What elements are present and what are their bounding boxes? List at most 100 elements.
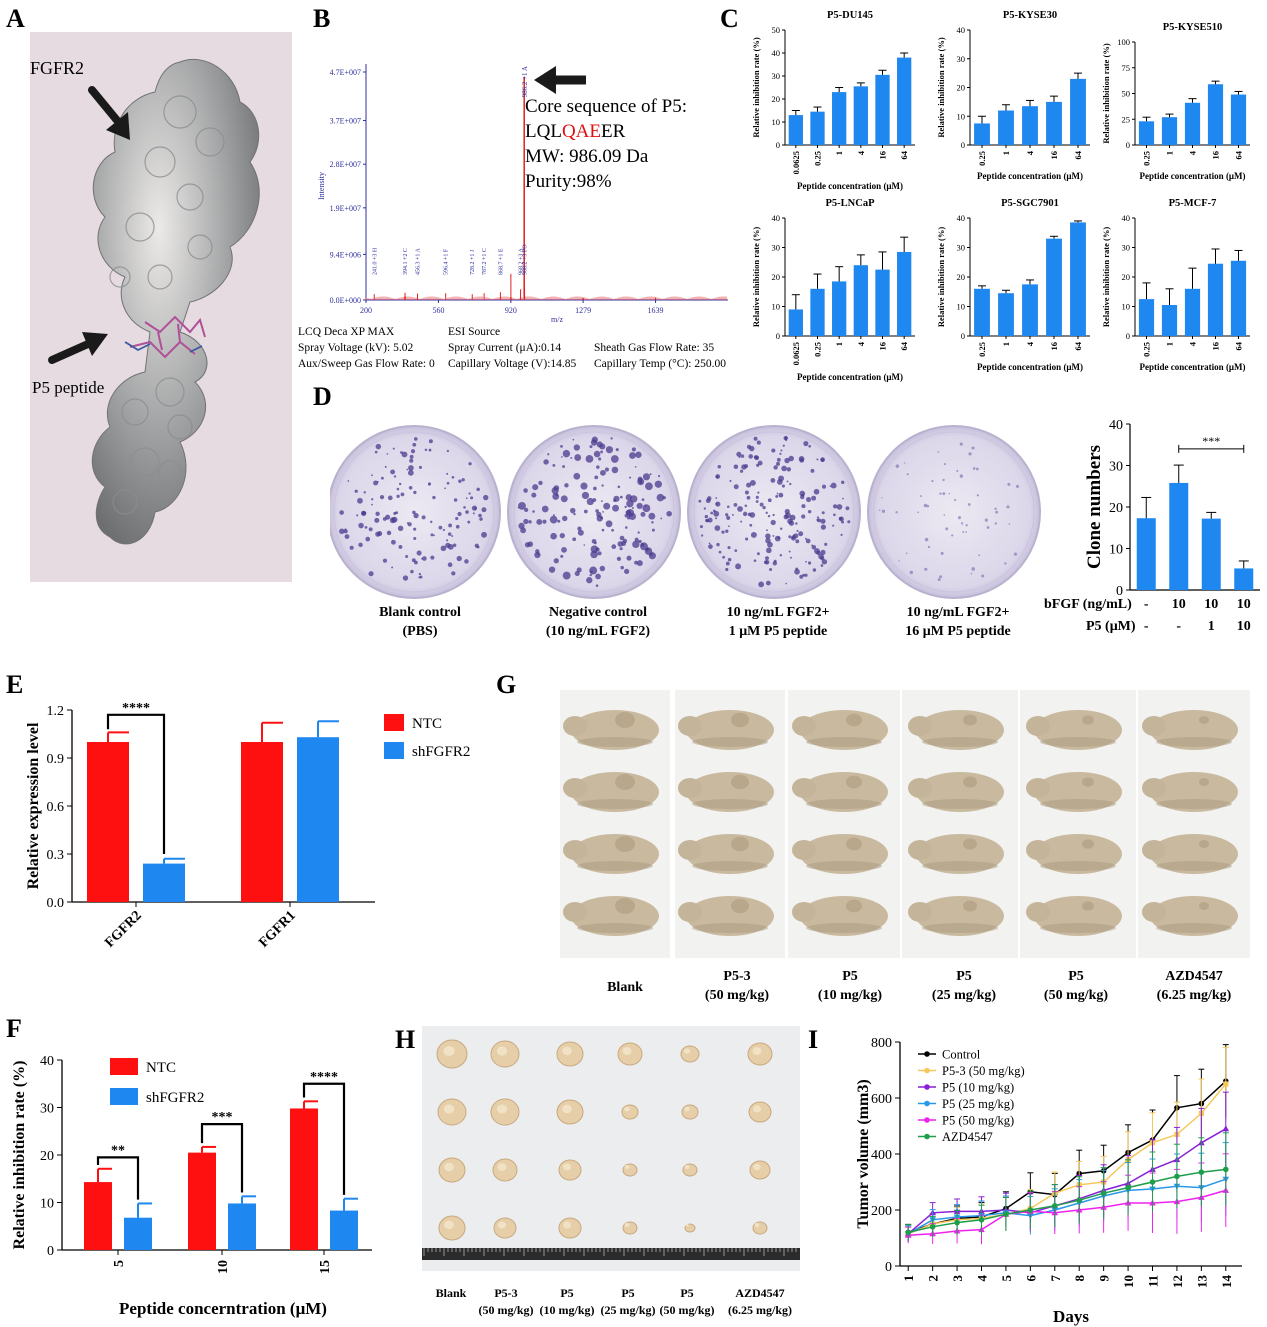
colony-dot: [795, 539, 800, 544]
mice-group-caption-line: P5: [1068, 969, 1084, 984]
i-y-tick-label: 0: [885, 1260, 892, 1275]
c-x-tick-label: 1: [834, 342, 844, 346]
colony-dot: [391, 539, 396, 545]
colony-dot: [820, 556, 825, 561]
colony-dot: [356, 514, 359, 517]
colony-dot: [368, 527, 373, 532]
colony-dot: [704, 514, 709, 519]
colony-dot: [648, 552, 656, 560]
colony-dot: [634, 537, 639, 542]
c-y-tick-label: 50: [772, 25, 781, 35]
tumor-highlight: [624, 1106, 630, 1112]
colony-dot: [816, 550, 821, 556]
mouse-head: [908, 778, 932, 798]
colony-dot: [442, 528, 445, 532]
colony-dot: [478, 513, 482, 518]
colony-dot: [994, 507, 997, 511]
colony-dot: [820, 549, 826, 555]
b-noise: [365, 296, 727, 300]
ruler-bar: [422, 1248, 800, 1260]
colony-dot: [758, 581, 765, 588]
c-y-tick-label: 20: [957, 272, 966, 282]
colony-dot: [446, 481, 450, 485]
mouse-tumor: [846, 713, 862, 727]
plate-caption: 10 ng/mL FGF2+ 16 μM P5 peptide: [848, 603, 1068, 641]
mouse-shadow: [692, 923, 768, 933]
colony-dot: [742, 511, 748, 517]
tumor-highlight: [624, 1222, 630, 1228]
colony-dot: [654, 480, 662, 488]
colony-dot: [779, 527, 783, 530]
colony-dot: [769, 568, 773, 572]
colony-dot: [408, 465, 414, 471]
colony-dot: [532, 510, 535, 513]
colony-dot: [538, 480, 543, 486]
colony-dot: [476, 487, 480, 492]
d-y-tick-label: 10: [1109, 543, 1123, 558]
colony-dot: [570, 457, 573, 459]
e-bar: [241, 742, 283, 902]
colony-dot: [562, 465, 565, 468]
colony-dot: [564, 483, 569, 488]
c-bar: [1230, 94, 1247, 145]
colony-dot: [766, 529, 768, 532]
mouse-tumor: [731, 898, 749, 914]
colony-dot: [583, 509, 588, 514]
colony-dot: [986, 526, 990, 529]
colony-dot: [600, 500, 603, 503]
colony-dot: [790, 535, 797, 541]
i-legend-marker: [924, 1133, 930, 1140]
colony-dot: [780, 449, 783, 452]
colony-dot: [455, 516, 459, 521]
colony-dot: [600, 469, 606, 476]
p5-peptide-sticks-icon: [129, 315, 206, 359]
b-x-tick-label: 920: [505, 306, 517, 315]
colony-dot: [790, 556, 792, 559]
c-x-tick-label: 4: [1025, 341, 1035, 346]
colony-dot: [551, 487, 559, 495]
colony-dot: [470, 496, 474, 500]
c-y-axis-label: Relative inhibition rate (%): [751, 227, 761, 328]
colony-dot: [596, 511, 602, 518]
colony-dot: [562, 515, 568, 522]
colony-dot: [371, 503, 373, 506]
b-y-tick-label: 1.9E+007: [330, 204, 361, 213]
mouse-tumor: [1082, 839, 1094, 849]
colony-dot: [339, 510, 344, 515]
colony-dot: [619, 547, 623, 551]
f-y-tick-label: 30: [40, 1102, 54, 1117]
e-x-tick-label: FGFR2: [102, 908, 145, 951]
c-y-tick-label: 0: [961, 331, 965, 341]
ms-instrument-info: LCQ Deca XP MAX ESI Source Spray Voltage (…: [298, 324, 744, 372]
f-x-tick-label: 10: [216, 1260, 231, 1274]
colony-dot: [776, 492, 779, 495]
f-significance-stars: ***: [212, 1110, 233, 1125]
mouse-tumor: [963, 714, 977, 726]
colony-dot: [629, 476, 632, 479]
mouse-head: [563, 840, 587, 860]
colony-dot: [820, 564, 824, 567]
colony-dot: [615, 448, 619, 452]
tumor-highlight: [498, 1221, 506, 1229]
c-bar: [853, 86, 868, 145]
c-x-axis-label: Peptide concentration (μM): [797, 181, 903, 191]
colony-dot: [817, 518, 822, 523]
tumor-highlight: [754, 1222, 760, 1228]
i-point: [1125, 1184, 1131, 1191]
mice-group-caption-line: (25 mg/kg): [931, 988, 997, 1003]
colony-dot: [666, 510, 672, 517]
colony-dot: [708, 544, 713, 549]
c-x-axis-label: Peptide concentration (μM): [797, 372, 903, 382]
i-legend-marker: [924, 1117, 930, 1123]
d-y-axis-label: Clone numbers: [1084, 445, 1105, 569]
colony-dot: [785, 582, 787, 585]
colony-dot: [774, 535, 781, 542]
tumor-group-caption: P5 (10 mg/kg): [527, 1285, 607, 1319]
c-y-tick-label: 0: [961, 140, 965, 150]
colony-dot: [413, 512, 419, 519]
mouse-tumor: [615, 712, 635, 728]
c-bar: [1022, 106, 1038, 145]
c-bar: [974, 123, 990, 145]
colony-dot: [746, 444, 752, 450]
c-y-tick-label: 0: [1126, 331, 1130, 341]
